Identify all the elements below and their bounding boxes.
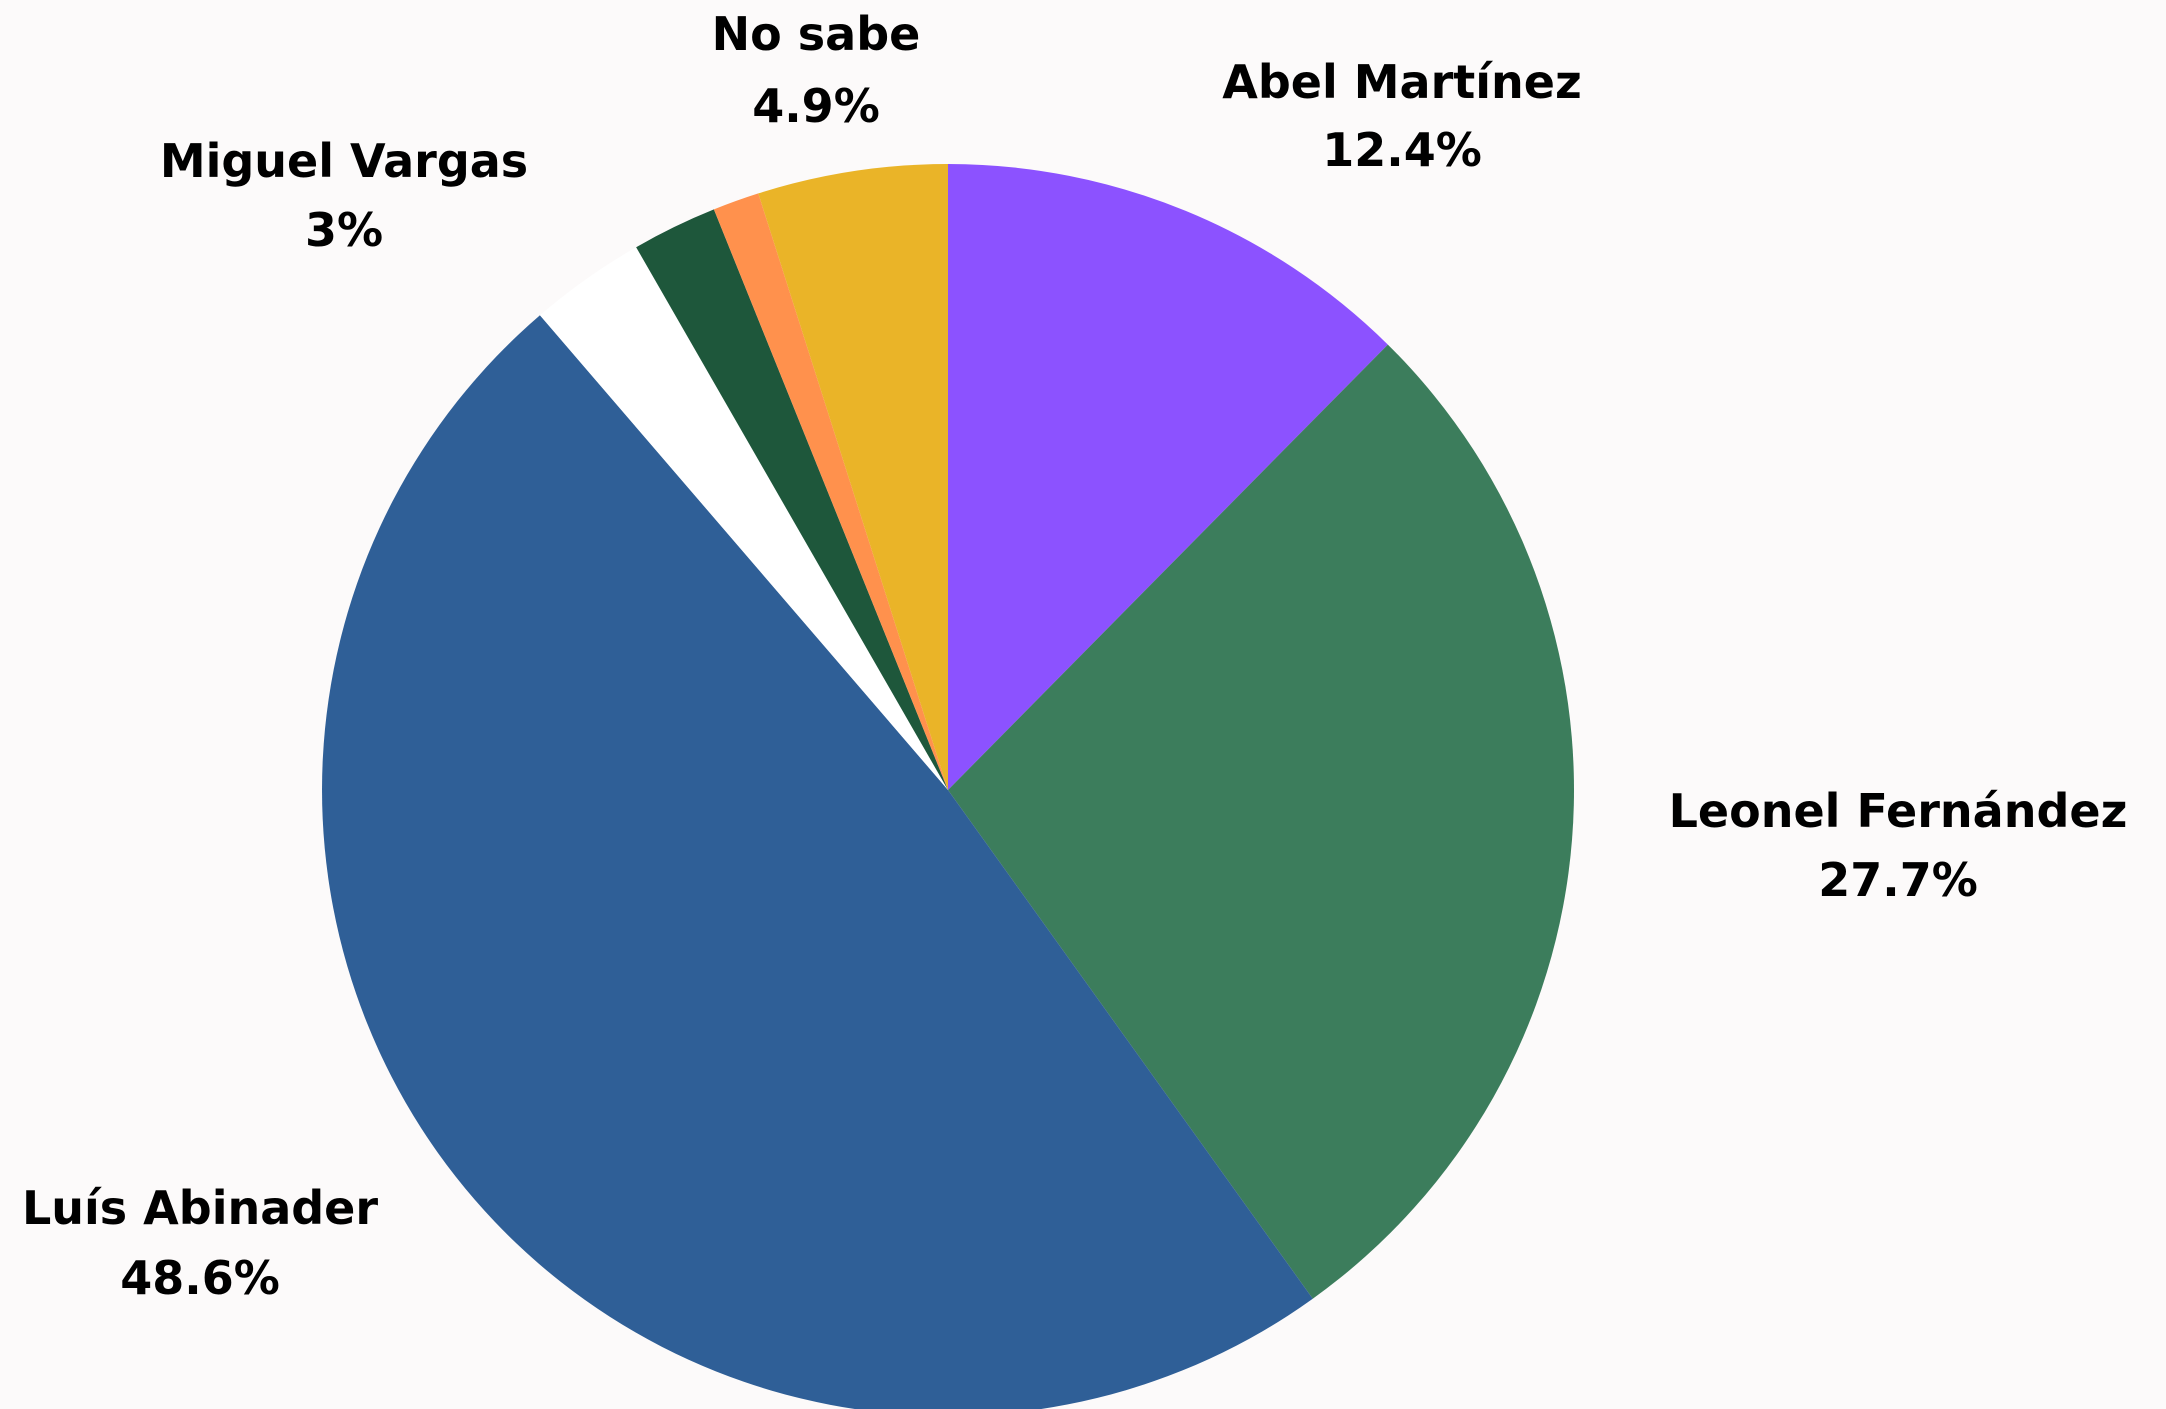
- pie-slice-miguel-vargas: [539, 247, 948, 790]
- pie-slices: [322, 164, 1574, 1409]
- slice-label-name: Miguel Vargas: [160, 134, 528, 188]
- slice-label-value: 3%: [305, 203, 383, 257]
- slice-label-name: Abel Martínez: [1222, 55, 1582, 109]
- slice-label-name: Luís Abinader: [22, 1181, 378, 1235]
- pie-slice-no-sabe: [758, 164, 948, 790]
- slice-label-value: 4.9%: [752, 79, 880, 133]
- pie-slice-abel-mart-nez: [948, 164, 1388, 790]
- slice-label-name: No sabe: [712, 7, 921, 61]
- pie-slice-unlabeled-5: [713, 193, 948, 790]
- pie-slice-leonel-fern-ndez: [948, 344, 1574, 1299]
- slice-label-value: 48.6%: [120, 1251, 280, 1305]
- pie-labels: Abel Martínez 12.4% Leonel Fernández 27.…: [22, 7, 2127, 1305]
- pie-slice-unlabeled-4: [636, 209, 948, 791]
- slice-label-name: Leonel Fernández: [1669, 784, 2128, 838]
- pie-slice-lu-s-abinader: [322, 315, 1313, 1409]
- slice-label-value: 27.7%: [1818, 853, 1978, 907]
- slice-label-value: 12.4%: [1322, 123, 1482, 177]
